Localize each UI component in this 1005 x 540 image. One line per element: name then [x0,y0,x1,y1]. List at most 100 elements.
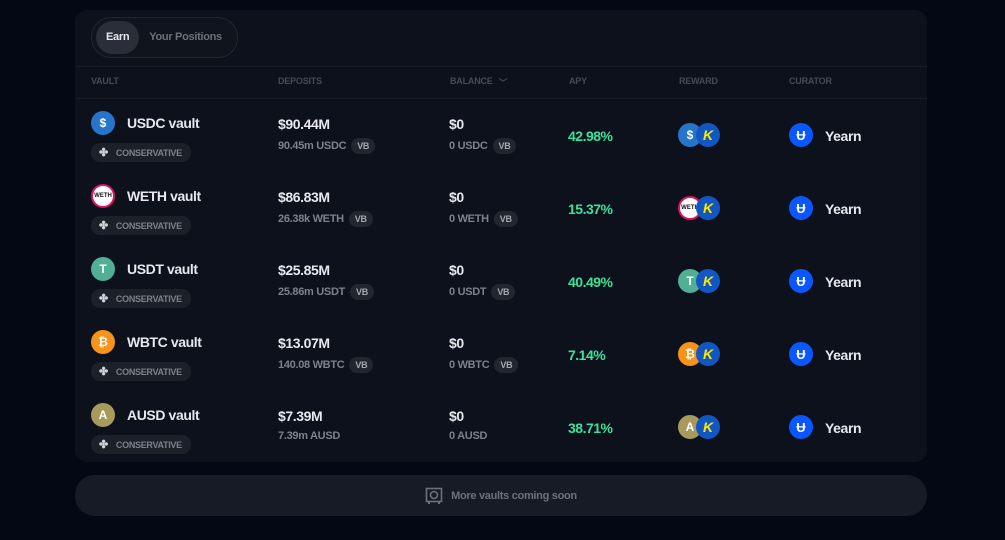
balance-token: 0 WBTC [449,359,490,371]
risk-badge: ✤ CONSERVATIVE [91,362,191,381]
vault-name: USDC vault [127,115,200,131]
wbtc-icon: ₿ [91,330,115,354]
kinto-token-icon: K [696,415,720,439]
yearn-logo-icon: Ʉ [789,269,813,293]
balance-usd: $0 [449,116,464,132]
curator-name: Yearn [825,128,862,144]
ausd-icon: A [91,403,115,427]
vb-badge: VB [491,284,516,300]
deposits-token: 90.45m USDC [278,140,347,152]
balance-token: 0 AUSD [449,430,488,442]
deposits-token: 25.86m USDT [278,286,346,298]
deposits-token: 7.39m AUSD [278,430,341,442]
apy-value: 7.14% [568,347,606,363]
divider [75,66,927,67]
kinto-token-icon: K [696,342,720,366]
divider [75,98,927,99]
curator-name: Yearn [825,420,862,436]
vb-badge: VB [492,138,517,154]
curator-name: Yearn [825,201,862,217]
vault-row[interactable]: $ USDC vault ✤ CONSERVATIVE $90.44M 90.45… [75,101,927,174]
risk-icon: ✤ [99,366,108,378]
deposits-usd: $86.83M [278,189,330,205]
vault-row[interactable]: WETH WETH vault ✤ CONSERVATIVE $86.83M 26… [75,174,927,247]
apy-value: 42.98% [568,128,613,144]
tab-earn[interactable]: Earn [96,21,140,54]
vb-badge: VB [348,211,373,227]
vault-row[interactable]: T USDT vault ✤ CONSERVATIVE $25.85M 25.86… [75,247,927,320]
tab-switcher: Earn Your Positions [91,17,238,58]
header-curator: CURATOR [789,76,832,86]
deposits-usd: $13.07M [278,335,330,351]
vault-row[interactable]: ₿ WBTC vault ✤ CONSERVATIVE $13.07M 140.0… [75,320,927,393]
vault-name: USDT vault [127,261,198,277]
risk-badge: ✤ CONSERVATIVE [91,435,191,454]
header-apy: APY [569,76,587,86]
balance-usd: $0 [449,335,464,351]
risk-label: CONSERVATIVE [115,366,182,377]
deposits-usd: $7.39M [278,408,323,424]
risk-badge: ✤ CONSERVATIVE [91,289,191,308]
vb-badge: VB [351,138,376,154]
more-vaults-text: More vaults coming soon [451,489,577,502]
vb-badge: VB [493,211,518,227]
balance-usd: $0 [449,408,464,424]
vault-name: WBTC vault [127,334,202,350]
yearn-logo-icon: Ʉ [789,123,813,147]
header-balance: BALANCE [450,76,493,86]
vault-name: WETH vault [127,188,201,204]
risk-icon: ✤ [99,220,108,232]
balance-usd: $0 [449,189,464,205]
weth-icon: WETH [91,184,115,208]
chevron-down-icon: ﹀ [498,78,508,88]
header-balance-sort[interactable]: BALANCE ﹀ [450,76,508,89]
vb-badge: VB [350,284,374,300]
balance-token: 0 USDC [449,140,488,152]
curator-name: Yearn [825,274,862,290]
apy-value: 38.71% [568,420,613,436]
reward-tokens: WETH K [678,196,720,220]
vb-badge: VB [494,357,519,373]
header-deposits: DEPOSITS [278,76,322,86]
usdt-icon: T [91,257,115,281]
risk-label: CONSERVATIVE [115,220,182,231]
header-vault: VAULT [91,76,119,86]
risk-icon: ✤ [99,439,108,451]
kinto-token-icon: K [696,269,720,293]
curator-name: Yearn [825,347,862,363]
vault-safe-icon [425,487,443,504]
risk-badge: ✤ CONSERVATIVE [91,216,191,235]
balance-usd: $0 [449,262,464,278]
usdc-icon: $ [91,111,115,135]
reward-tokens: $ K [678,123,720,147]
reward-tokens: ₿ K [678,342,720,366]
header-reward: REWARD [679,76,718,86]
kinto-token-icon: K [696,123,720,147]
deposits-usd: $25.85M [278,262,330,278]
vb-badge: VB [349,357,374,373]
risk-badge: ✤ CONSERVATIVE [91,143,191,162]
deposits-token: 140.08 WBTC [278,359,345,371]
deposits-usd: $90.44M [278,116,330,132]
vault-row[interactable]: A AUSD vault ✤ CONSERVATIVE $7.39M 7.39m … [75,393,927,466]
tab-your-positions[interactable]: Your Positions [149,31,222,43]
risk-icon: ✤ [99,293,108,305]
apy-value: 40.49% [568,274,613,290]
balance-token: 0 USDT [449,286,487,298]
yearn-logo-icon: Ʉ [789,342,813,366]
apy-value: 15.37% [568,201,613,217]
balance-token: 0 WETH [449,213,489,225]
yearn-logo-icon: Ʉ [789,415,813,439]
risk-icon: ✤ [99,147,108,159]
risk-label: CONSERVATIVE [115,147,182,158]
kinto-token-icon: K [696,196,720,220]
yearn-logo-icon: Ʉ [789,196,813,220]
more-vaults-banner: More vaults coming soon [75,475,927,516]
vaults-card: Earn Your Positions VAULT DEPOSITS BALAN… [75,10,927,462]
vault-name: AUSD vault [127,407,200,423]
risk-label: CONSERVATIVE [115,293,182,304]
deposits-token: 26.38k WETH [278,213,344,225]
risk-label: CONSERVATIVE [115,439,182,450]
